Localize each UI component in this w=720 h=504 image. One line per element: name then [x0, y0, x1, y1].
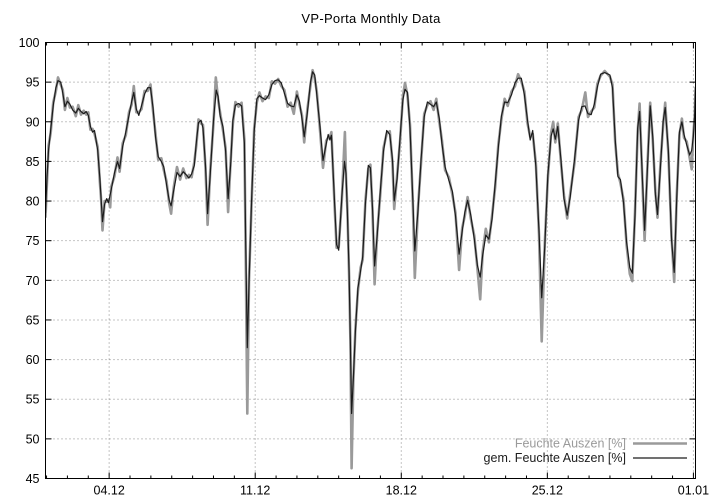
y-tick-label: 60: [26, 353, 40, 367]
legend-line-samples: [633, 442, 687, 459]
x-tick-label: 04.12: [94, 484, 125, 498]
x-tick-label: 25.12: [532, 484, 563, 498]
axis-labels: 04.12 11.12 18.12 25.12 01.01 45 50 55 60 65 70 75 8…: [19, 36, 709, 498]
y-tick-label: 90: [26, 115, 40, 129]
legend-label-smoothed: gem. Feuchte Auszen [%]: [484, 451, 626, 465]
chart-title: VP-Porta Monthly Data: [301, 11, 441, 26]
x-tick-label: 11.12: [240, 484, 270, 498]
x-tick-label: 18.12: [386, 484, 417, 498]
legend: Feuchte Auszen [%] gem. Feuchte Auszen […: [484, 437, 687, 465]
y-tick-label: 70: [26, 274, 40, 288]
series-line-raw: [45, 68, 696, 470]
y-tick-label: 100: [19, 36, 40, 50]
x-tick-label: 01.01: [678, 484, 709, 498]
axis-ticks: [45, 42, 696, 479]
y-tick-label: 75: [26, 234, 40, 248]
y-tick-label: 80: [26, 195, 40, 209]
y-tick-label: 65: [26, 313, 40, 327]
y-tick-label: 95: [26, 76, 40, 90]
plot-border: [45, 42, 696, 479]
y-tick-label: 50: [26, 432, 40, 446]
y-tick-label: 55: [26, 393, 40, 407]
series-line-smoothed: [45, 71, 696, 415]
y-tick-label: 85: [26, 155, 40, 169]
legend-label-raw: Feuchte Auszen [%]: [515, 437, 626, 451]
y-tick-label: 45: [26, 472, 40, 486]
data-series: [45, 68, 696, 470]
